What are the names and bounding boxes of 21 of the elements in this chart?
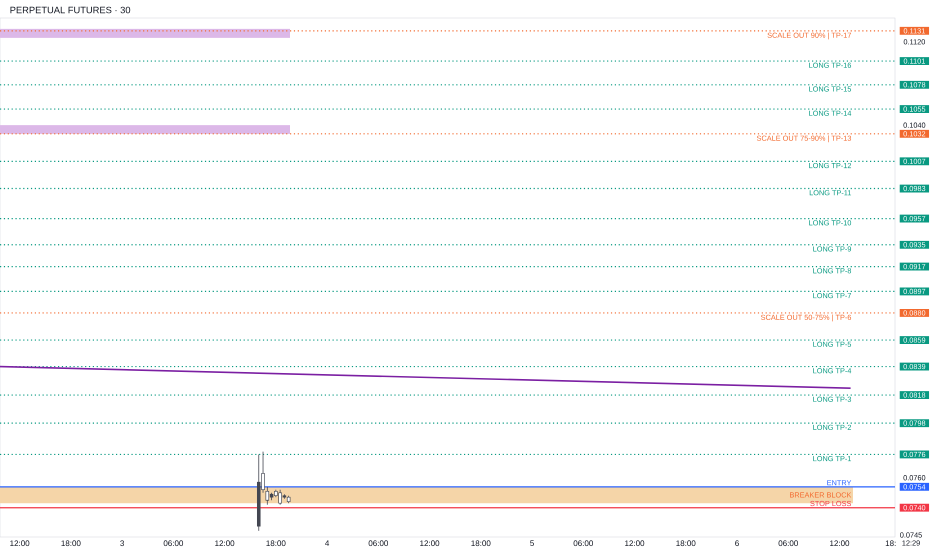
x-tick-label: 4 <box>325 540 330 546</box>
x-tick-label: 3 <box>120 540 124 546</box>
x-tick-label: 18:00 <box>266 540 286 546</box>
x-tick-label: 18:00 <box>61 540 81 546</box>
x-tick-label: 5 <box>530 540 534 546</box>
candlestick <box>266 486 270 506</box>
x-tick-label: 12:00 <box>10 540 30 546</box>
x-tick-label: 06:00 <box>574 540 593 546</box>
x-tick-label: 18:00 <box>471 540 491 546</box>
candlestick <box>278 489 282 506</box>
x-tick-label: 18:00 <box>676 540 696 546</box>
x-tick-label: 06:00 <box>368 540 388 546</box>
x-tick-label: 12:00 <box>625 540 644 546</box>
x-tick-label: 12:00 <box>420 540 440 546</box>
x-tick-label: 06:00 <box>164 540 184 546</box>
x-tick-label: 12:00 <box>215 540 234 546</box>
x-tick-label: 06:00 <box>778 540 798 546</box>
x-tick-label: 12:00 <box>830 540 850 546</box>
chart-title: PERPETUAL FUTURES · 30 <box>10 6 130 14</box>
x-tick-label: 18: <box>886 540 896 546</box>
x-tick-label: 6 <box>735 540 739 546</box>
